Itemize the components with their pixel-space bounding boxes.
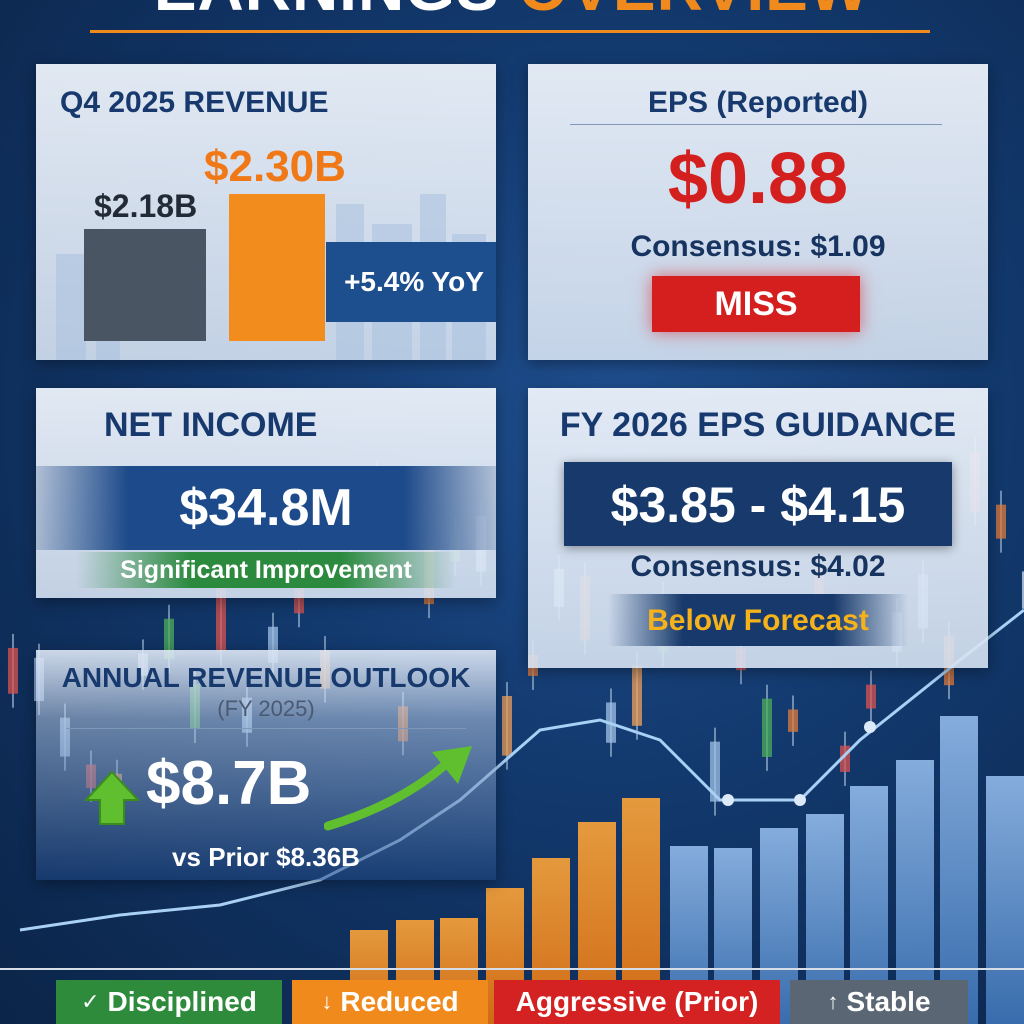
net-income-value: $34.8M — [179, 479, 353, 537]
revenue-panel: Q4 2025 REVENUE $2.18B $2.30B +5.4% YoY — [36, 64, 496, 360]
revenue-yoy-text: +5.4% YoY — [344, 266, 484, 297]
trend-point — [794, 794, 806, 806]
check-icon: ✓ — [81, 989, 100, 1014]
annual-divider — [66, 728, 466, 729]
annual-subtitle: (FY 2025) — [217, 696, 315, 721]
guidance-panel: FY 2026 EPS GUIDANCE $3.85 - $4.15 Conse… — [528, 388, 988, 668]
guidance-consensus: Consensus: $4.02 — [630, 550, 886, 583]
revenue-current-value: $2.30B — [204, 142, 346, 191]
revenue-title: Q4 2025 REVENUE — [60, 86, 329, 119]
badge-disciplined: ✓ Disciplined — [56, 980, 282, 1024]
guidance-note: Below Forecast — [647, 604, 869, 637]
candle-body — [788, 709, 798, 732]
badge-label: Stable — [846, 986, 931, 1017]
title-main: EARNINGS — [154, 0, 500, 24]
candle-body — [866, 684, 876, 709]
revenue-prior-bar — [84, 229, 206, 341]
candle-body — [1022, 571, 1024, 609]
title-accent: OVERVIEW — [518, 0, 870, 24]
candle-body — [8, 647, 18, 694]
eps-panel: EPS (Reported) $0.88 Consensus: $1.09 MI… — [528, 64, 988, 360]
guidance-title: FY 2026 EPS GUIDANCE — [559, 406, 957, 444]
net-income-panel: NET INCOME $34.8M Significant Improvemen… — [36, 388, 496, 598]
page-title: EARNINGS OVERVIEW — [0, 0, 1024, 20]
down-arrow-icon: ↓ — [321, 989, 333, 1014]
up-arrow-icon — [84, 770, 140, 825]
candle-body — [710, 741, 720, 802]
revenue-current-bar — [229, 194, 325, 341]
guidance-note-band — [608, 594, 908, 646]
trend-arrow-icon — [324, 746, 472, 831]
candle-body — [996, 504, 1006, 539]
badge-aggressive: Aggressive (Prior) — [494, 980, 780, 1024]
guidance-band — [564, 462, 952, 546]
eps-title: EPS (Reported) — [647, 86, 869, 119]
background-trend-line — [19, 608, 1024, 932]
revenue-yoy-badge: +5.4% YoY — [326, 242, 496, 322]
candle-body — [502, 696, 512, 756]
net-income-band — [36, 466, 496, 550]
annual-value: $8.7B — [146, 749, 312, 818]
badge-label: Aggressive (Prior) — [515, 986, 759, 1017]
guidance-range: $3.85 - $4.15 — [610, 477, 906, 533]
trend-point — [722, 794, 734, 806]
footer-divider — [0, 968, 1024, 970]
candle-body — [164, 618, 174, 660]
revenue-prior-value: $2.18B — [94, 188, 198, 224]
background-bar — [986, 776, 1024, 1024]
badge-stable: ↑ Stable — [790, 980, 968, 1024]
net-income-note: Significant Improvement — [76, 552, 456, 588]
eps-status-badge: MISS — [652, 276, 860, 332]
badge-label: Disciplined — [107, 986, 257, 1017]
trend-point — [864, 721, 876, 733]
annual-outlook-panel: ANNUAL REVENUE OUTLOOK (FY 2025) $8.7B v… — [36, 650, 496, 880]
candle-body — [216, 586, 226, 652]
annual-prior: vs Prior $8.36B — [172, 842, 360, 872]
eps-status-text: MISS — [714, 284, 798, 323]
candle-body — [762, 698, 772, 757]
eps-value: $0.88 — [667, 139, 849, 219]
up-arrow-icon: ↑ — [827, 989, 839, 1014]
annual-title: ANNUAL REVENUE OUTLOOK — [61, 662, 471, 693]
eps-divider — [570, 124, 942, 125]
candle-body — [268, 626, 278, 663]
net-income-note-text: Significant Improvement — [120, 555, 412, 584]
badge-reduced: ↓ Reduced — [292, 980, 488, 1024]
eps-consensus: Consensus: $1.09 — [630, 230, 886, 263]
title-underline — [90, 30, 930, 33]
candle-body — [840, 745, 850, 772]
candle-body — [632, 665, 642, 726]
badge-label: Reduced — [340, 986, 459, 1017]
net-income-title: NET INCOME — [104, 406, 318, 444]
background-bar — [940, 716, 978, 1024]
